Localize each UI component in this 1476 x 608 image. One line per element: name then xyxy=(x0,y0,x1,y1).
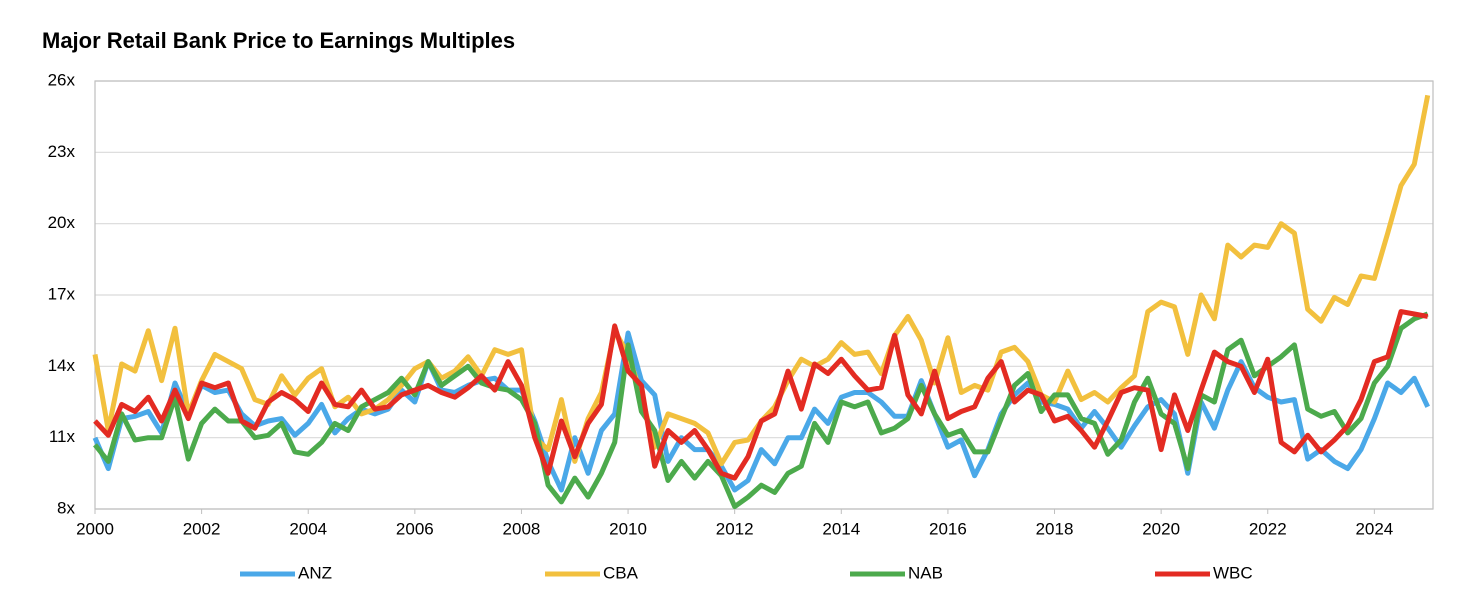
x-tick-label: 2002 xyxy=(183,519,221,538)
legend-label: WBC xyxy=(1213,563,1253,582)
y-tick-label: 11x xyxy=(49,427,76,446)
x-tick-label: 2010 xyxy=(609,519,647,538)
x-tick-label: 2024 xyxy=(1355,519,1393,538)
y-tick-label: 20x xyxy=(48,213,76,232)
chart-title: Major Retail Bank Price to Earnings Mult… xyxy=(42,28,515,53)
y-tick-label: 17x xyxy=(48,284,76,303)
legend-label: CBA xyxy=(603,563,639,582)
series-line xyxy=(92,94,1431,467)
y-tick-label: 26x xyxy=(48,70,76,89)
x-tick-label: 2014 xyxy=(822,519,860,538)
series-line xyxy=(93,309,1429,481)
x-tick-label: 2004 xyxy=(289,519,327,538)
x-tick-label: 2000 xyxy=(76,519,114,538)
x-tick-label: 2006 xyxy=(396,519,434,538)
x-tick-label: 2020 xyxy=(1142,519,1180,538)
y-tick-label: 23x xyxy=(48,142,76,161)
series-line xyxy=(93,311,1429,510)
x-tick-label: 2008 xyxy=(503,519,541,538)
x-tick-label: 2016 xyxy=(929,519,967,538)
legend-label: ANZ xyxy=(298,563,332,582)
y-tick-label: 14x xyxy=(48,356,76,375)
y-tick-label: 8x xyxy=(57,498,75,517)
x-tick-label: 2018 xyxy=(1036,519,1074,538)
legend-label: NAB xyxy=(908,563,943,582)
plot-border xyxy=(94,80,1434,510)
x-tick-label: 2012 xyxy=(716,519,754,538)
series-line xyxy=(92,330,1430,493)
x-tick-label: 2022 xyxy=(1249,519,1287,538)
